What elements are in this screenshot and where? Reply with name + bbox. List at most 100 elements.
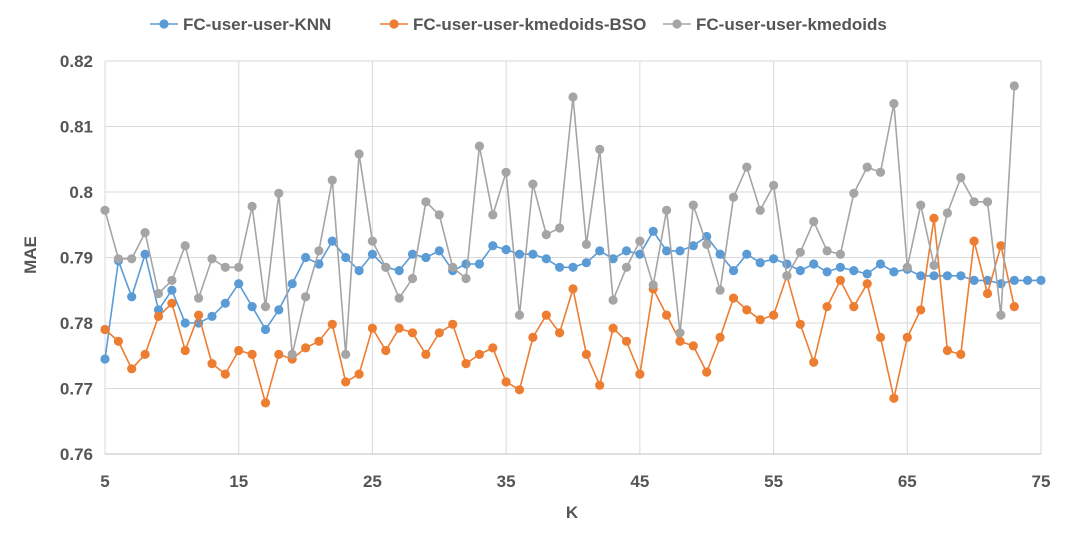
y-tick-label: 0.82 [60, 52, 93, 71]
data-point [755, 315, 765, 325]
data-point [367, 236, 377, 246]
data-point [795, 247, 805, 257]
data-point [247, 201, 257, 211]
data-point [207, 254, 217, 264]
data-point [461, 273, 471, 284]
data-point [341, 252, 351, 263]
data-point [769, 180, 779, 190]
legend-swatch-marker [159, 19, 169, 29]
data-point [648, 280, 658, 290]
series-1 [100, 213, 1019, 408]
data-point [367, 323, 377, 333]
data-point [849, 188, 859, 198]
y-tick-label: 0.79 [60, 249, 93, 268]
data-point [675, 328, 685, 338]
data-point [153, 311, 164, 321]
data-point [568, 284, 578, 294]
y-axis-title: MAE [21, 236, 40, 274]
data-point [982, 288, 993, 299]
data-point [488, 343, 498, 353]
data-point [769, 254, 779, 264]
legend-item: FC-user-user-kmedoids [663, 15, 887, 34]
data-point [274, 349, 284, 359]
data-point [568, 92, 578, 102]
data-point [394, 266, 404, 276]
data-point [581, 258, 592, 268]
data-point [247, 349, 257, 359]
data-point [327, 319, 337, 329]
y-tick-label: 0.76 [60, 445, 93, 464]
x-tick-label: 5 [100, 472, 109, 491]
data-point [1009, 275, 1019, 285]
data-point [929, 260, 939, 270]
data-point [835, 275, 846, 285]
data-point [568, 262, 578, 272]
data-point [635, 249, 645, 259]
data-point [461, 359, 471, 369]
x-tick-label: 75 [1032, 472, 1051, 491]
data-point [167, 298, 177, 308]
data-point [969, 236, 979, 246]
data-point [260, 324, 271, 335]
data-point [274, 305, 284, 315]
data-point [635, 369, 645, 379]
data-point [314, 246, 324, 256]
data-point [755, 205, 765, 215]
data-point [916, 305, 926, 315]
series-0 [100, 226, 1046, 364]
data-point [501, 245, 511, 255]
data-point [153, 305, 164, 315]
data-point [501, 377, 511, 387]
data-point [728, 192, 739, 202]
data-point [581, 349, 592, 359]
data-point [996, 310, 1006, 320]
x-tick-label: 65 [898, 472, 917, 491]
data-point [301, 252, 311, 263]
data-point [715, 332, 725, 342]
data-point [595, 144, 605, 154]
data-point [916, 271, 926, 281]
data-point [514, 385, 525, 395]
data-point [180, 345, 190, 356]
data-point [113, 254, 123, 264]
data-point [461, 259, 471, 269]
legend-label: FC-user-user-kmedoids [696, 15, 887, 34]
data-point [942, 208, 953, 218]
data-point [875, 259, 886, 269]
data-point [140, 228, 150, 238]
data-point [474, 259, 484, 269]
data-point [314, 336, 324, 346]
data-point [942, 271, 953, 281]
data-point [488, 241, 498, 251]
legend-swatch-marker [389, 19, 399, 29]
legend-swatch-marker [672, 19, 682, 29]
data-point [528, 179, 538, 189]
y-tick-label: 0.81 [60, 118, 93, 137]
data-point [688, 341, 698, 351]
data-point [341, 349, 351, 359]
data-point [996, 241, 1006, 251]
data-point [755, 258, 765, 268]
data-point [140, 249, 150, 259]
data-point [956, 173, 966, 183]
data-point [220, 262, 230, 272]
data-point [742, 162, 752, 172]
data-point [662, 246, 672, 256]
data-point [555, 262, 565, 272]
y-tick-label: 0.8 [69, 183, 93, 202]
data-point [220, 369, 230, 379]
data-point [274, 188, 284, 198]
data-point [234, 279, 244, 289]
data-point [301, 343, 311, 353]
y-tick-label: 0.78 [60, 314, 93, 333]
data-point [327, 175, 337, 185]
data-point [448, 319, 458, 329]
data-point [100, 354, 110, 364]
legend-item: FC-user-user-KNN [150, 15, 331, 34]
data-point [421, 197, 431, 207]
legend: FC-user-user-KNN FC-user-user-kmedoids-BS… [150, 15, 887, 34]
data-point [942, 345, 953, 356]
data-point [541, 230, 551, 240]
data-point [795, 319, 805, 329]
